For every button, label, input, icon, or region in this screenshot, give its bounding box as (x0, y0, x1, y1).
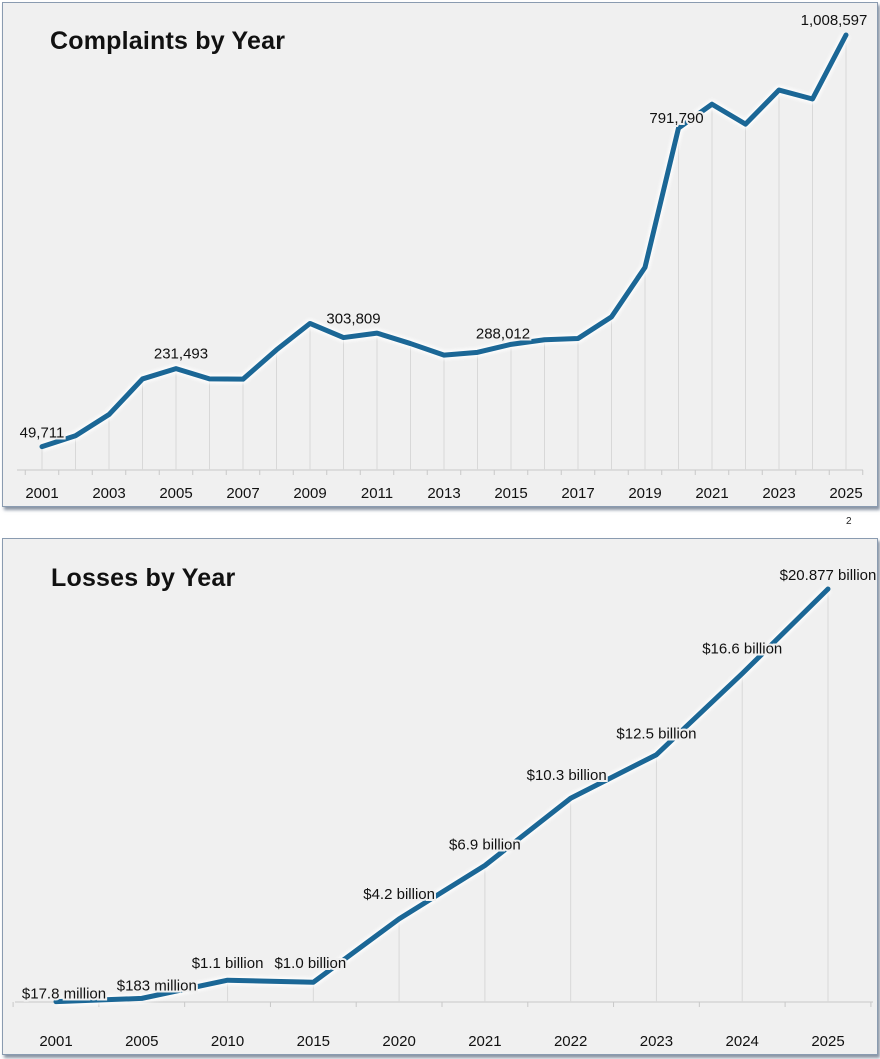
x-tick-label: 2009 (293, 485, 326, 502)
series-line (53, 586, 831, 1005)
x-tick-label: 2022 (554, 1033, 587, 1050)
x-tick-label: 2007 (226, 485, 259, 502)
losses-chart: 2001 2005 2010 2015 2020 2021 2022 2023 2024 2025… (12, 565, 877, 1050)
data-label: $17.8 million (22, 986, 106, 1003)
x-tick-label: 2023 (762, 485, 795, 502)
chart-title: Complaints by Year (50, 27, 286, 55)
x-tick-label: 2011 (361, 485, 393, 502)
x-tick-label: 2021 (468, 1033, 501, 1050)
data-label: 49,711 (20, 425, 65, 442)
x-tick-label: 2015 (297, 1033, 330, 1050)
x-tick-label: 2003 (92, 485, 125, 502)
data-label: $10.3 billion (527, 767, 607, 784)
data-label: 1,008,597 (801, 12, 868, 29)
x-tick-label: 2010 (211, 1033, 244, 1050)
data-label: $16.6 billion (702, 641, 782, 658)
complaints-chart-panel: Complaints by Year 2001 2003 2005 2007 2009 2… (2, 2, 878, 507)
data-label: $6.9 billion (449, 837, 521, 854)
x-tick-label: 2025 (829, 485, 862, 502)
data-label: $20.877 billion (780, 567, 877, 584)
x-tick-label: 2001 (39, 1033, 72, 1050)
data-label: 288,012 (476, 325, 530, 342)
data-label: 791,790 (649, 110, 703, 127)
page-number: 2 (846, 516, 852, 527)
chart-title: Losses by Year (51, 564, 236, 592)
x-tick-label: 2005 (159, 485, 192, 502)
x-tick-label: 2005 (125, 1033, 158, 1050)
x-tick-label: 2021 (695, 485, 728, 502)
data-label: $1.1 billion (192, 955, 264, 972)
x-tick-label: 2020 (382, 1033, 415, 1050)
x-tick-label: 2025 (811, 1033, 844, 1050)
x-tick-label: 2019 (628, 485, 661, 502)
losses-chart-panel: Losses by Year 2001 2005 2010 2015 2020 2021 2… (2, 538, 878, 1055)
x-tick-label: 2024 (726, 1033, 759, 1050)
data-label: 303,809 (326, 311, 380, 328)
data-label: $1.0 billion (274, 955, 346, 972)
data-label: 231,493 (154, 346, 208, 363)
x-tick-label: 2001 (25, 485, 58, 502)
complaints-chart: 2001 2003 2005 2007 2009 2011 2013 2015 2017 2019… (17, 10, 869, 502)
data-label: $183 million (117, 977, 197, 994)
x-tick-label: 2023 (640, 1033, 673, 1050)
data-label: $12.5 billion (616, 726, 696, 743)
data-label: $4.2 billion (363, 886, 435, 903)
x-tick-label: 2015 (494, 485, 527, 502)
x-tick-label: 2017 (561, 485, 594, 502)
x-tick-label: 2013 (427, 485, 460, 502)
